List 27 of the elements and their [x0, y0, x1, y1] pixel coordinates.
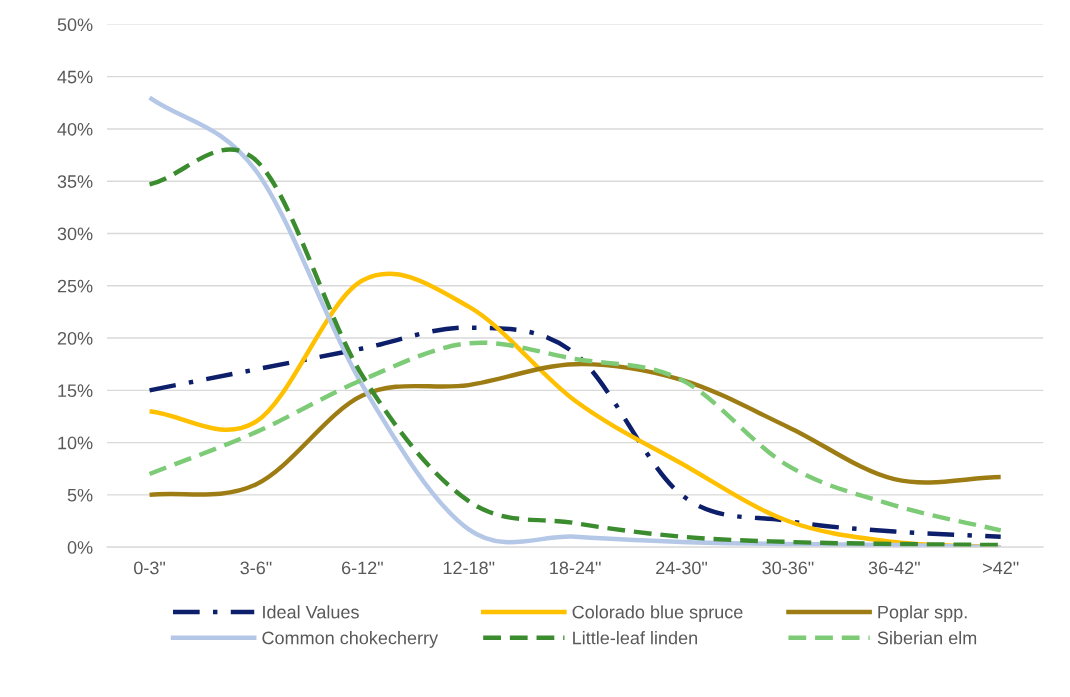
legend-label: Common chokecherry: [262, 631, 439, 648]
y-tick-label: 45%: [57, 70, 93, 84]
legend-label: Ideal Values: [263, 605, 359, 619]
y-tick-label: 30%: [57, 227, 93, 241]
line-series: [147, 361, 1003, 498]
y-tick-label: 35%: [57, 175, 93, 188]
x-tick-label: 18-24": [550, 561, 601, 575]
y-tick-label: 10%: [58, 436, 93, 450]
x-tick-label: 6-12": [341, 561, 383, 575]
y-tick-label: 15%: [58, 384, 93, 398]
x-tick-label: 0-3": [134, 561, 166, 575]
x-tick-label: 12-18": [443, 561, 495, 575]
legend-label: Colorado blue spruce: [572, 605, 743, 623]
legend-label: Poplar spp.: [878, 605, 967, 623]
x-tick-label: 36-42": [868, 561, 920, 575]
y-tick-label: 20%: [57, 331, 93, 345]
x-tick-label: 24-30": [656, 561, 708, 575]
y-tick-label: 5%: [67, 488, 93, 502]
y-tick-label: 40%: [57, 122, 93, 136]
legend-label: Little-leaf linden: [573, 631, 697, 645]
y-tick-label: 50%: [57, 18, 93, 32]
x-tick-label: 3-6": [240, 561, 272, 575]
legend-label: Siberian elm: [877, 631, 977, 645]
y-tick-label: 0%: [67, 541, 93, 554]
y-tick-label: 25%: [57, 279, 93, 293]
x-tick-label: >42": [983, 561, 1019, 575]
x-tick-label: 30-36": [762, 561, 814, 575]
